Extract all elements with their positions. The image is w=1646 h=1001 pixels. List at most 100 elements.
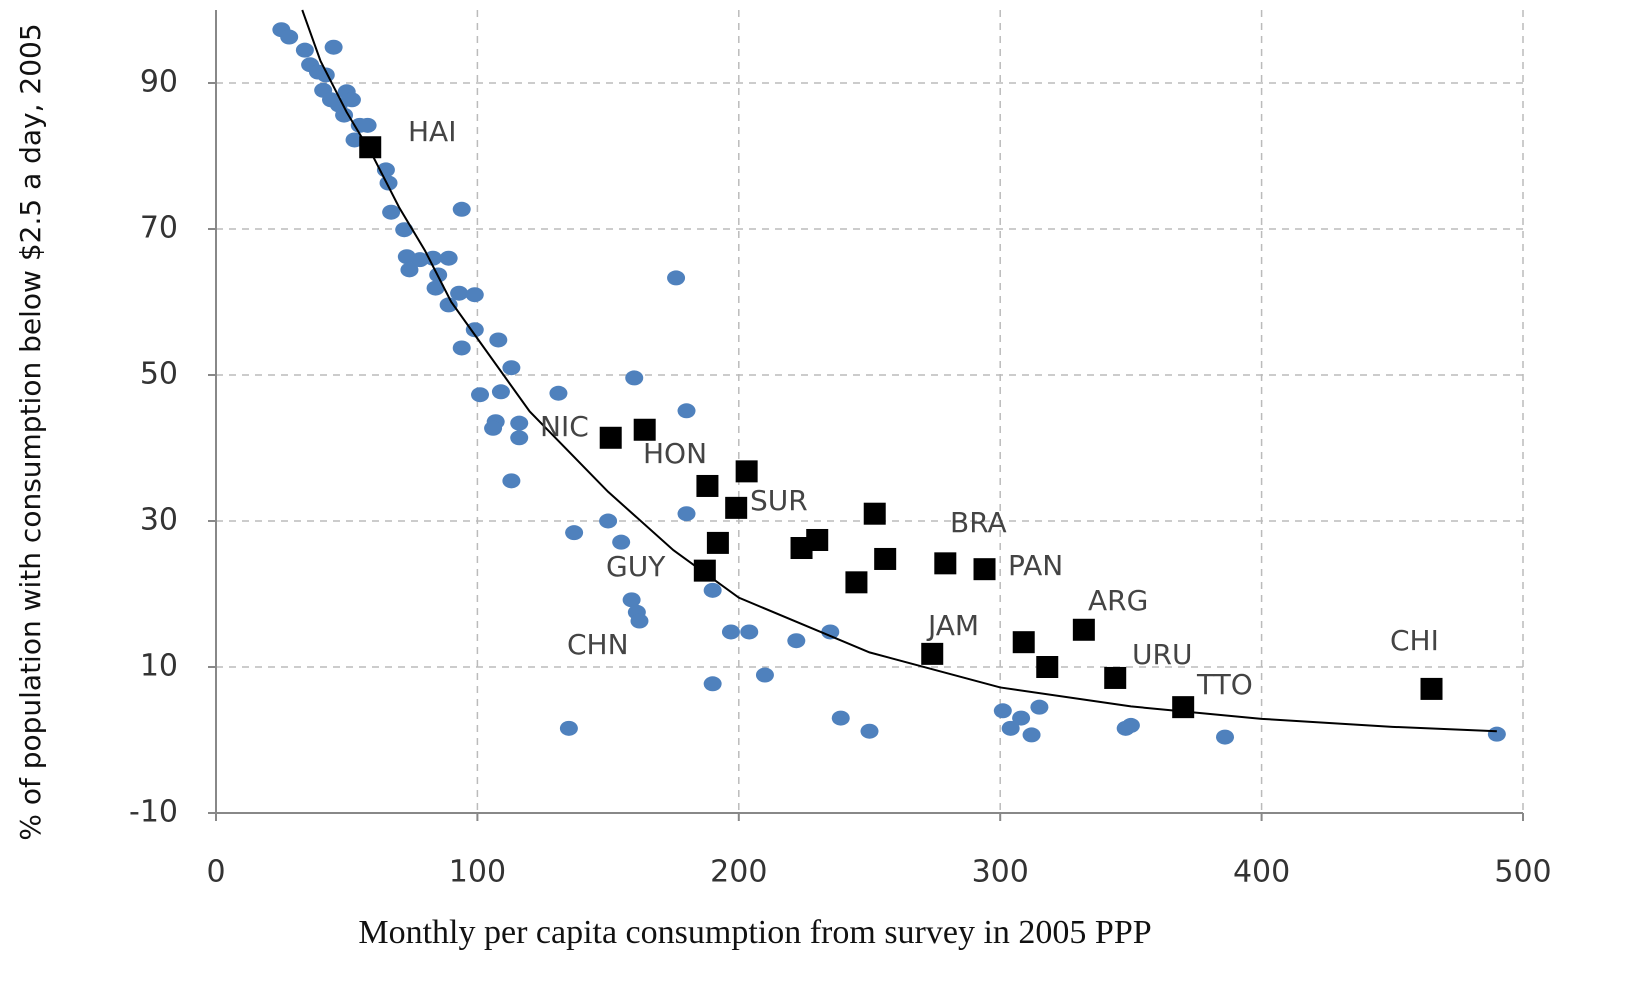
point [667,270,686,286]
point [465,287,484,303]
country-label: HON [643,437,707,470]
square-point [1012,631,1035,654]
point [703,582,722,598]
point [400,262,419,278]
square-point [1104,666,1127,689]
x-tick-label: 100 [449,855,506,890]
point [502,473,521,489]
point [510,415,529,431]
square-point [735,460,758,483]
point [426,280,445,296]
point [295,42,314,58]
square-point [863,502,886,525]
point [1121,717,1140,733]
country-label: HAI [408,115,456,148]
point [1012,710,1031,726]
point [450,285,469,301]
square-point [934,552,957,575]
point [1001,720,1020,736]
point [565,525,584,541]
point [439,297,458,313]
point [335,107,354,123]
point [677,506,696,522]
point [787,633,806,649]
y-tick-label: 50 [140,357,178,392]
point [559,720,578,736]
y-tick-label: 30 [140,503,178,538]
square-point [1420,677,1443,700]
point [703,676,722,692]
country-label: ARG [1088,584,1148,617]
country-label: BRA [950,506,1007,539]
country-label: NIC [540,410,589,443]
point [502,360,521,376]
point [358,117,377,133]
square-point [806,528,829,551]
point [549,385,568,401]
point [345,132,364,148]
point [612,534,631,550]
square-point [706,531,729,554]
y-tick-label: 90 [140,65,178,100]
point [395,222,414,238]
point [1022,727,1041,743]
point [821,624,840,640]
point [599,513,618,529]
trend-line [301,9,1497,733]
point [491,384,510,400]
point [382,204,401,220]
point [625,370,644,386]
square-point [633,418,656,441]
point [439,250,458,266]
point [280,29,299,45]
point [993,703,1012,719]
point [1216,729,1235,745]
x-tick-label: 500 [1494,855,1551,890]
point [622,592,641,608]
point [452,340,471,356]
x-tick-label: 400 [1233,855,1290,890]
country-label: PAN [1008,549,1063,582]
square-point [874,547,897,570]
point [740,624,759,640]
square-point [921,642,944,665]
country-label: CHN [567,628,629,661]
country-label: TTO [1196,668,1253,701]
square-point [725,496,748,519]
y-tick-label: -10 [129,795,178,830]
point [471,387,490,403]
point [860,723,879,739]
point [677,403,696,419]
point [510,430,529,446]
x-tick-label: 300 [972,855,1029,890]
point [1030,699,1049,715]
square-point [696,474,719,497]
point [342,92,361,108]
square-point [1172,696,1195,719]
country-label: CHI [1390,624,1439,657]
y-tick-label: 10 [140,649,178,684]
point [831,710,850,726]
point [721,624,740,640]
x-axis-title: Monthly per capita consumption from surv… [358,914,1151,951]
point [755,667,774,683]
country-label: GUY [606,550,666,583]
x-tick-label: 200 [710,855,767,890]
point [484,420,503,436]
square-point [1072,618,1095,641]
square-point [973,558,996,581]
y-axis-title: % of population with consumption below $… [14,23,47,840]
x-tick-label: 0 [206,855,225,890]
square-point [1036,656,1059,678]
y-tick-label: 70 [140,211,178,246]
country-label: SUR [750,484,808,517]
point [489,332,508,348]
country-label: JAM [926,609,979,642]
square-point [845,571,868,594]
point [1487,726,1506,742]
point [465,322,484,338]
point [630,613,649,629]
point [452,201,471,217]
point [324,39,343,55]
